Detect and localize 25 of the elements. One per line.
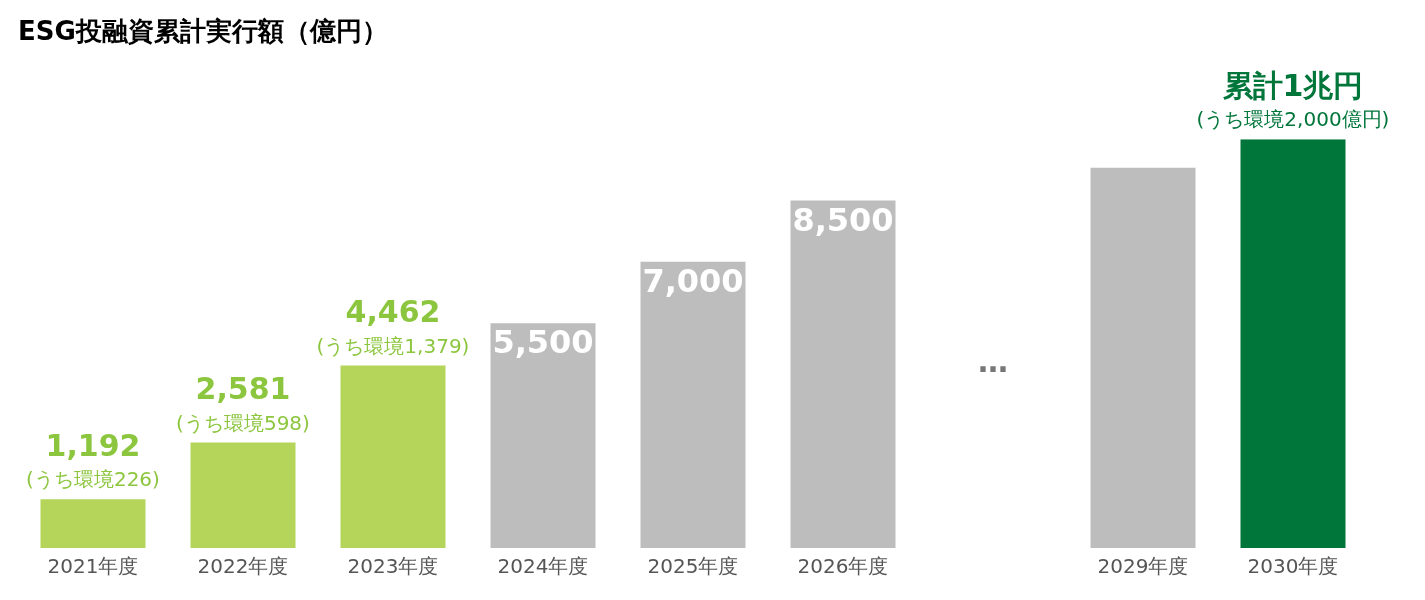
x-tick-label: 2026年度: [797, 554, 889, 579]
data-label: 5,500: [492, 323, 594, 362]
x-tick-label: 2021年度: [47, 554, 139, 579]
bar: [790, 200, 896, 548]
bar: [640, 261, 746, 548]
bar: [1240, 139, 1346, 548]
x-tick-label: 2029年度: [1097, 554, 1189, 579]
x-tick-label: 2023年度: [347, 554, 439, 579]
data-label: 8,500: [792, 200, 894, 239]
data-label: 4,462 (うち環境1,379): [316, 294, 470, 358]
bar: [340, 365, 446, 548]
bar: [1090, 167, 1196, 548]
x-tick-label: 2022年度: [197, 554, 289, 579]
bar: [190, 442, 296, 548]
data-label: 7,000: [642, 262, 744, 301]
x-tick-label: 2024年度: [497, 554, 589, 579]
x-tick-label: 2030年度: [1247, 554, 1339, 579]
annotation: …: [978, 343, 1008, 379]
data-label: 1,192 (うち環境226): [26, 428, 160, 492]
x-tick-label: 2025年度: [647, 554, 739, 579]
data-label: 累計1兆円 (うち環境2,000億円): [1196, 68, 1390, 132]
bar: [40, 499, 146, 548]
data-label: 2,581 (うち環境598): [176, 371, 310, 435]
chart-title: ESG投融資累計実行額（億円）: [18, 16, 388, 47]
bar: [490, 323, 596, 548]
